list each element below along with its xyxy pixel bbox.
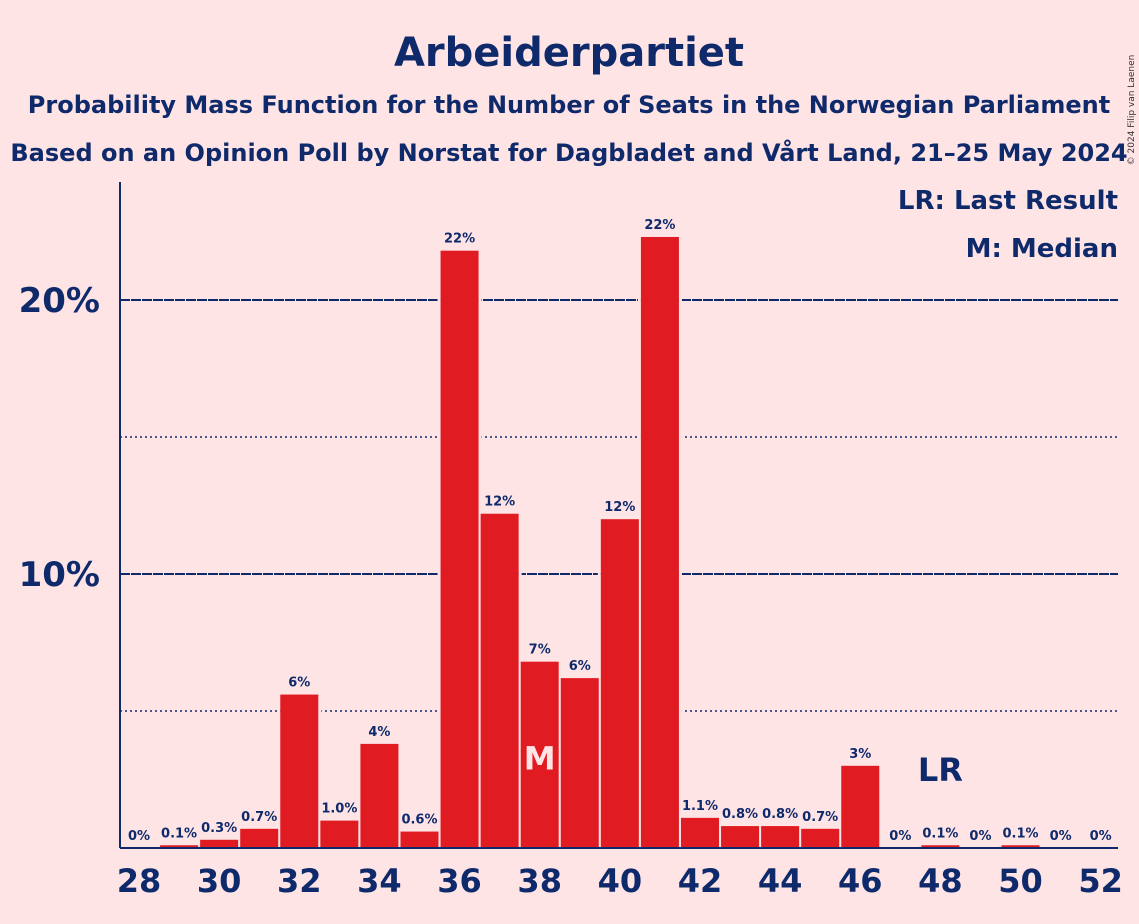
bar [360, 743, 399, 848]
bar-data-label: 0% [1090, 829, 1112, 844]
gridline-gap [437, 435, 441, 439]
bar-data-label: 0% [969, 829, 991, 844]
x-tick-label: 28 [117, 862, 162, 900]
bar-data-label: 22% [444, 232, 475, 247]
axes: 10% 20% 28 30 32 34 36 38 40 42 44 46 48 50 52 [19, 182, 1123, 900]
markers: M LR [524, 740, 963, 789]
x-tick-label: 30 [197, 862, 242, 900]
bar-data-label: 0.7% [241, 810, 277, 825]
gridline-gap [637, 298, 641, 302]
bar [240, 828, 279, 848]
bar-data-label: 6% [288, 676, 310, 691]
bar [520, 661, 559, 848]
gridline-gap [517, 709, 521, 713]
median-marker: M [524, 740, 556, 778]
bar-data-label: 0.3% [201, 821, 237, 836]
bar-data-label: 0.7% [802, 810, 838, 825]
bar-data-label: 1.1% [682, 799, 718, 814]
legend-last-result: LR: Last Result [898, 186, 1118, 216]
bar [480, 513, 519, 848]
gridline-gap [437, 572, 441, 576]
bar [1001, 845, 1040, 848]
gridline-gap [637, 572, 641, 576]
gridline-gap [678, 298, 682, 302]
gridline-gap [477, 709, 481, 713]
gridline-gap [477, 572, 481, 576]
x-tick-label: 32 [277, 862, 322, 900]
gridline-gap [597, 572, 601, 576]
x-tick-label: 38 [517, 862, 562, 900]
bar [680, 817, 719, 848]
x-tick-label: 34 [357, 862, 402, 900]
gridline-gap [277, 709, 281, 713]
x-tick-label: 36 [437, 862, 482, 900]
bar-data-label: 0% [128, 829, 150, 844]
bar-data-label: 7% [529, 643, 551, 658]
x-tick-label: 44 [758, 862, 803, 900]
gridline-gap [318, 709, 322, 713]
gridline-gap [637, 709, 641, 713]
gridline-gap [678, 709, 682, 713]
bar-data-label: 12% [484, 495, 515, 510]
bar [921, 845, 960, 848]
bar [600, 519, 639, 848]
x-tick-label: 42 [678, 862, 723, 900]
gridline-gap [678, 572, 682, 576]
gridline-gap [478, 435, 482, 439]
data-labels: 0% 0.1% 0.3% 0.7% 6% 1.0% 4% 0.6% 22% 12% 7% 6% 12% 2… [128, 218, 1112, 844]
bar-data-label: 0.8% [762, 807, 798, 822]
chart-subtitle-2: Based on an Opinion Poll by Norstat for … [10, 138, 1127, 167]
copyright-notice: © 2024 Filip van Laenen [1127, 55, 1137, 166]
bar-data-label: 0.1% [1003, 826, 1039, 841]
bar [320, 820, 359, 848]
bar-data-label: 6% [569, 659, 591, 674]
chart-subtitle-1: Probability Mass Function for the Number… [28, 91, 1110, 119]
y-tick-label: 10% [19, 555, 100, 595]
x-tick-label: 40 [598, 862, 643, 900]
x-tick-label: 52 [1078, 862, 1123, 900]
bar [640, 236, 679, 849]
gridline-gap [678, 435, 682, 439]
bar-data-label: 3% [849, 747, 871, 762]
bar [801, 828, 840, 848]
bar [841, 765, 880, 848]
gridline-gap [437, 709, 441, 713]
gridline-gap [557, 709, 561, 713]
chart-title: Arbeiderpartiet [394, 30, 744, 76]
bar-data-label: 12% [604, 500, 635, 515]
x-tick-label: 50 [998, 862, 1043, 900]
bar-data-label: 0% [1050, 829, 1072, 844]
x-tick-label: 46 [838, 862, 883, 900]
bar [200, 839, 239, 848]
bar-data-label: 22% [644, 218, 675, 233]
bar-data-label: 0.1% [161, 826, 197, 841]
bar [280, 694, 319, 848]
y-tick-label: 20% [19, 281, 100, 321]
bar-data-label: 0% [889, 829, 911, 844]
x-tick-label: 48 [918, 862, 963, 900]
bar-data-label: 0.1% [922, 826, 958, 841]
gridline-gap [437, 298, 441, 302]
gridline-gap [597, 709, 601, 713]
gridline-gap [518, 572, 522, 576]
bar-data-label: 4% [368, 725, 390, 740]
gridline-gap [478, 298, 482, 302]
bar [721, 826, 760, 848]
bar [160, 845, 199, 848]
bar [761, 826, 800, 848]
gridline-gap [637, 435, 641, 439]
bar-data-label: 0.6% [401, 813, 437, 828]
last-result-marker: LR [918, 751, 963, 789]
bar [400, 831, 439, 848]
bar-series [160, 236, 1040, 849]
legend-median: M: Median [966, 234, 1118, 264]
bar [440, 250, 479, 848]
bar [560, 678, 599, 848]
bar-data-label: 0.8% [722, 807, 758, 822]
bar-data-label: 1.0% [321, 802, 357, 817]
